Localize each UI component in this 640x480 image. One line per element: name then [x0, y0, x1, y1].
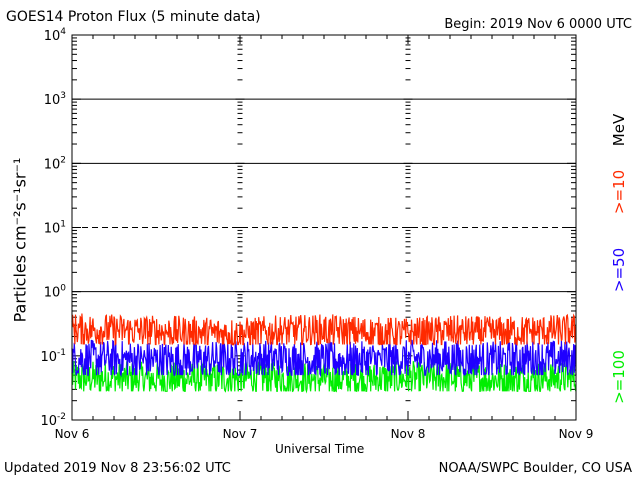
legend-unit: MeV	[610, 114, 628, 146]
begin-label: Begin: 2019 Nov 6 0000 UTC	[444, 17, 632, 32]
y-tick-label: 10-2	[40, 412, 66, 429]
y-tick-label: 101	[44, 220, 66, 237]
y-tick-label: 10-1	[40, 348, 66, 365]
y-tick-exponent: 3	[60, 91, 66, 101]
x-tick-labels: Nov 6 Nov 7 Nov 8 Nov 9	[55, 427, 594, 441]
y-tick-exponent: 0	[60, 284, 66, 294]
legend-p10-text: >=10	[610, 169, 628, 215]
chart-title: GOES14 Proton Flux (5 minute data)	[6, 9, 261, 25]
y-tick-base: 10	[40, 350, 57, 365]
x-tick-label: Nov 7	[223, 427, 258, 441]
legend-p50-text: >=50	[610, 247, 628, 293]
y-tick-base: 10	[44, 286, 61, 301]
y-tick-base: 10	[44, 157, 61, 172]
x-tick-label: Nov 6	[55, 427, 90, 441]
legend-p10: >=10	[610, 170, 628, 214]
y-tick-exponent: 4	[60, 27, 66, 37]
y-axis-title: Particles cm⁻²s⁻¹sr⁻¹	[11, 158, 30, 323]
legend-unit-text: MeV	[610, 113, 628, 147]
credit-label: NOAA/SWPC Boulder, CO USA	[438, 461, 632, 476]
plot-frame	[71, 34, 577, 421]
y-tick-exponent: -2	[57, 412, 66, 422]
legend-p100: >=100	[610, 350, 628, 404]
updated-timestamp: Updated 2019 Nov 8 23:56:02 UTC	[4, 461, 231, 476]
x-axis-title: Universal Time	[275, 442, 365, 456]
y-tick-exponent: 2	[60, 155, 66, 165]
y-tick-label: 100	[44, 284, 67, 301]
y-tick-label: 104	[44, 27, 67, 44]
x-tick-label: Nov 9	[559, 427, 594, 441]
y-tick-exponent: 1	[60, 220, 66, 230]
legend-p50: >=50	[610, 248, 628, 292]
threshold-lines	[72, 98, 576, 293]
series-line	[71, 339, 577, 378]
y-tick-base: 10	[40, 414, 57, 429]
series-line	[71, 313, 577, 347]
y-tick-exponent: -1	[57, 348, 66, 358]
y-tick-label: 102	[44, 155, 66, 172]
series-lines	[71, 313, 577, 394]
y-tick-label: 103	[44, 91, 66, 108]
y-tick-base: 10	[44, 93, 61, 108]
legend-p100-text: >=100	[610, 350, 628, 404]
x-tick-label: Nov 8	[391, 427, 426, 441]
y-axis-title-text: Particles cm⁻²s⁻¹sr⁻¹	[10, 157, 30, 323]
y-tick-base: 10	[44, 222, 61, 237]
y-tick-base: 10	[44, 29, 61, 44]
